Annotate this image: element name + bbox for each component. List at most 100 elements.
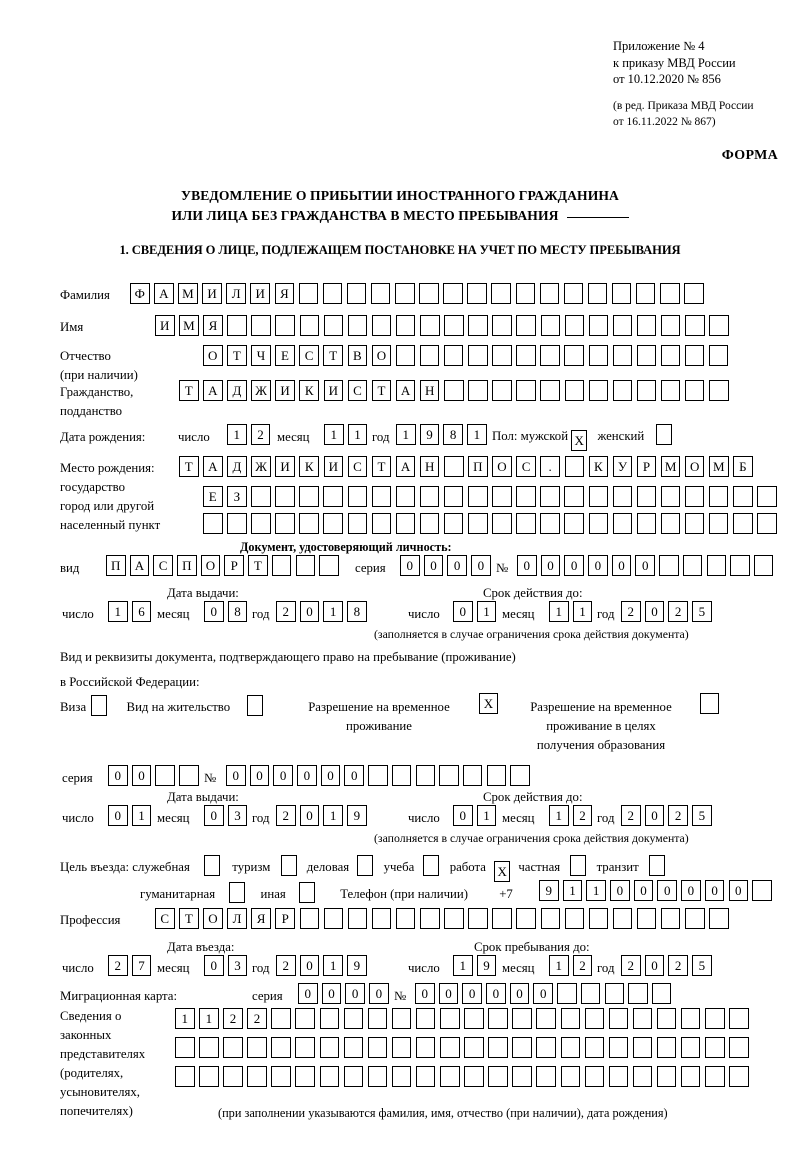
profession-cells-4[interactable]: Л — [227, 908, 247, 929]
birth-city-cells-row1-5[interactable] — [299, 486, 319, 507]
doc-number-cells-7[interactable] — [659, 555, 679, 576]
birth-city-cells-row1-13[interactable] — [492, 486, 512, 507]
name-cells-7[interactable] — [299, 315, 320, 336]
legal-rep-row-3-2[interactable] — [199, 1066, 219, 1087]
patronymic-cells-2[interactable]: Т — [227, 345, 247, 366]
profession-cells-19[interactable] — [588, 908, 609, 929]
legal-rep-row-3-13[interactable] — [464, 1066, 484, 1087]
birth-country-cells-13[interactable]: П — [468, 456, 488, 477]
stay-day-cells-1[interactable]: 1 — [453, 955, 473, 976]
legal-rep-row-2-13[interactable] — [464, 1037, 484, 1058]
stay-year-cells-4[interactable]: 5 — [692, 955, 712, 976]
citizenship-cells-7[interactable]: И — [323, 380, 344, 401]
surname-cells-8[interactable] — [298, 283, 319, 304]
entry-year-cells-3[interactable]: 1 — [323, 955, 343, 976]
legal-rep-row-2-4[interactable] — [247, 1037, 267, 1058]
birth-city-cells-row2-10[interactable] — [419, 513, 440, 534]
legal-rep-row-3-5[interactable] — [271, 1066, 291, 1087]
citizenship-cells-22[interactable] — [684, 380, 705, 401]
doc-kind-cells-2[interactable]: А — [129, 555, 150, 576]
name-cells-20[interactable] — [612, 315, 633, 336]
birth-country-cells-7[interactable]: И — [323, 456, 344, 477]
legal-rep-row-2-19[interactable] — [608, 1037, 629, 1058]
entry-day-cells-1[interactable]: 2 — [108, 955, 128, 976]
birth-city-cells-row2-14[interactable] — [516, 513, 536, 534]
legal-rep-row-1-2[interactable]: 1 — [199, 1008, 219, 1029]
doc-number-cells-11[interactable] — [753, 555, 774, 576]
birth-country-cells-12[interactable] — [444, 456, 464, 477]
surname-cells-23[interactable] — [660, 283, 680, 304]
birth-city-cells-row2-8[interactable] — [371, 513, 392, 534]
birth-country-cells-15[interactable]: С — [516, 456, 536, 477]
permit-issue-month-cells-1[interactable]: 0 — [204, 805, 224, 826]
name-cells-13[interactable] — [444, 315, 464, 336]
profession-cells-5[interactable]: Я — [251, 908, 271, 929]
citizenship-cells-17[interactable] — [564, 380, 584, 401]
purpose-other-checkbox[interactable] — [298, 882, 315, 903]
legal-rep-row-2-9[interactable] — [367, 1037, 388, 1058]
patronymic-cells-12[interactable] — [468, 345, 488, 366]
profession-cells-14[interactable] — [468, 908, 488, 929]
legal-rep-row-2-17[interactable] — [560, 1037, 580, 1058]
surname-cells-18[interactable] — [539, 283, 560, 304]
legal-rep-row-3-15[interactable] — [512, 1066, 532, 1087]
legal-rep-row-1-7[interactable] — [319, 1008, 340, 1029]
legal-rep-row-1-17[interactable] — [560, 1008, 580, 1029]
surname-cells-19[interactable] — [563, 283, 584, 304]
legal-rep-row-1-18[interactable] — [584, 1008, 605, 1029]
phone-cells-10[interactable] — [752, 880, 772, 901]
doc-number-cells-9[interactable] — [706, 555, 726, 576]
doc-valid-month-cells-2[interactable]: 1 — [572, 601, 593, 622]
birth-city-cells-row1-14[interactable] — [516, 486, 536, 507]
doc-number-cells-8[interactable] — [682, 555, 703, 576]
stay-year-cells-2[interactable]: 0 — [644, 955, 665, 976]
mcard-series-cells-2[interactable]: 0 — [321, 983, 342, 1004]
legal-rep-row-1-23[interactable] — [705, 1008, 725, 1029]
birth-city-cells-row2-16[interactable] — [564, 513, 584, 534]
birth-city-cells-row1-21[interactable] — [684, 486, 705, 507]
patronymic-cells-14[interactable] — [516, 345, 536, 366]
doc-series-cells-1[interactable]: 0 — [400, 555, 420, 576]
surname-cells-17[interactable] — [515, 283, 535, 304]
permit-number-cells-11[interactable] — [462, 765, 483, 786]
birth-city-cells-row2-4[interactable] — [275, 513, 295, 534]
profession-cells-1[interactable]: С — [155, 908, 175, 929]
doc-kind-cells-8[interactable] — [271, 555, 292, 576]
purpose-official-checkbox[interactable] — [204, 855, 221, 876]
purpose-tourism-checkbox[interactable] — [280, 855, 297, 876]
mcard-number-cells-11[interactable] — [651, 983, 672, 1004]
profession-cells-7[interactable] — [299, 908, 320, 929]
citizenship-cells-5[interactable]: И — [275, 380, 295, 401]
doc-kind-cells-7[interactable]: Т — [248, 555, 268, 576]
purpose-humanitarian-checkbox[interactable] — [229, 882, 246, 903]
legal-rep-row-1-12[interactable] — [440, 1008, 460, 1029]
doc-valid-year-cells-2[interactable]: 0 — [644, 601, 665, 622]
birth-city-cells-row1-16[interactable] — [564, 486, 584, 507]
birth-city-cells-row2-1[interactable] — [203, 513, 223, 534]
birth-city-cells-row2-17[interactable] — [588, 513, 608, 534]
permit-valid-day-cells-1[interactable]: 0 — [453, 805, 473, 826]
name-cells-15[interactable] — [492, 315, 512, 336]
purpose-work-checkbox[interactable]: X — [494, 861, 511, 882]
legal-rep-row-3[interactable] — [175, 1066, 749, 1087]
mcard-number-cells-9[interactable] — [604, 983, 624, 1004]
mcard-number-cells-2[interactable]: 0 — [438, 983, 459, 1004]
name-cells-21[interactable] — [636, 315, 657, 336]
permit-issue-year-cells-3[interactable]: 1 — [323, 805, 343, 826]
legal-rep-row-1-8[interactable] — [343, 1008, 364, 1029]
legal-rep-row-2-22[interactable] — [680, 1037, 701, 1058]
birth-country-cells-1[interactable]: Т — [179, 456, 199, 477]
legal-rep-row-3-20[interactable] — [632, 1066, 653, 1087]
entry-year-cells-2[interactable]: 0 — [299, 955, 320, 976]
doc-issue-year-cells-1[interactable]: 2 — [276, 601, 296, 622]
name-cells-2[interactable]: М — [179, 315, 199, 336]
profession-cells-9[interactable] — [347, 908, 368, 929]
